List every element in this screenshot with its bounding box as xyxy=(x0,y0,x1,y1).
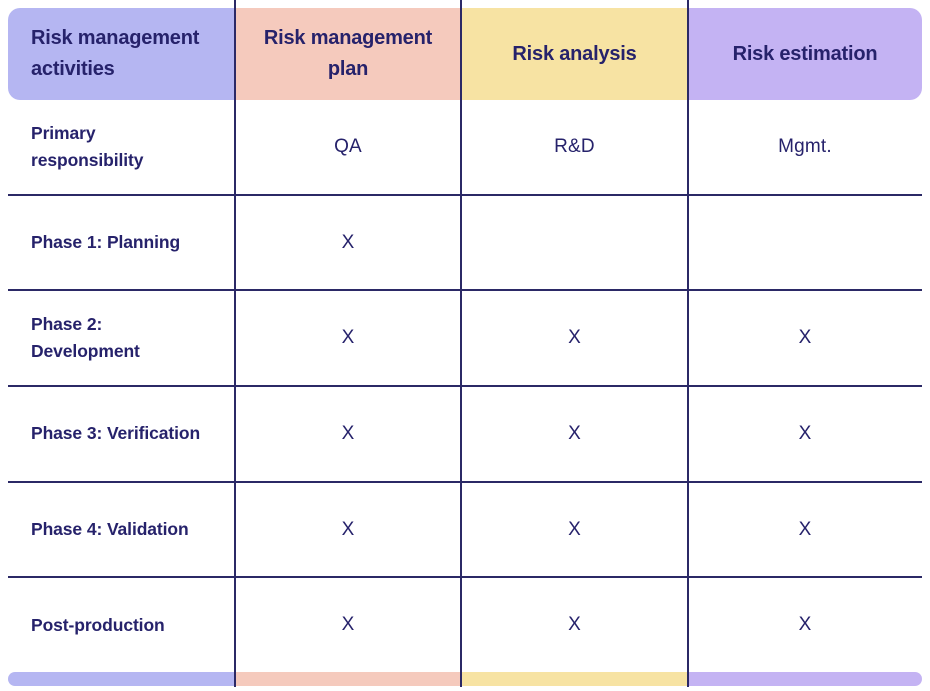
value-cell: X xyxy=(235,387,461,481)
cell-value: X xyxy=(341,422,355,444)
value-cell: X xyxy=(688,578,922,672)
header-cell-2: Risk analysis xyxy=(461,8,688,100)
row-label-cell: Phase 1: Planning xyxy=(8,196,235,290)
value-cell: X xyxy=(688,387,922,481)
table: Risk management activities Risk managemen… xyxy=(8,8,922,686)
value-cell: X xyxy=(235,196,461,290)
cell-value: X xyxy=(568,614,581,636)
table-row: Phase 4: Validation X X X xyxy=(8,483,922,579)
footer-strip-segment-3 xyxy=(688,672,922,686)
value-cell: X xyxy=(461,483,688,577)
value-cell: X xyxy=(688,291,922,385)
row-label: Post-production xyxy=(31,614,165,635)
header-cell-3: Risk estimation xyxy=(688,8,922,100)
header-label: Risk management plan xyxy=(263,27,433,80)
table-row: Phase 2: Development X X X xyxy=(8,291,922,388)
header-label: Risk management activities xyxy=(31,27,200,80)
value-cell: R&D xyxy=(461,100,688,194)
row-label: Phase 1: Planning xyxy=(31,231,181,252)
cell-value: QA xyxy=(334,135,362,157)
cell-value: X xyxy=(341,614,355,636)
table-row: Post-production X X X xyxy=(8,578,922,672)
table-header-row: Risk management activities Risk managemen… xyxy=(8,8,922,100)
column-divider-1 xyxy=(460,0,462,687)
row-label-cell: Phase 2: Development xyxy=(8,291,235,385)
footer-color-strip xyxy=(8,672,922,686)
header-label: Risk analysis xyxy=(512,42,637,65)
footer-strip-segment-0 xyxy=(8,672,235,686)
cell-value: X xyxy=(341,231,355,253)
value-cell: X xyxy=(461,578,688,672)
row-label: Phase 4: Validation xyxy=(31,518,189,539)
table-row: Phase 1: Planning X xyxy=(8,196,922,292)
column-divider-0 xyxy=(234,0,236,687)
row-label: Phase 3: Verification xyxy=(31,423,201,444)
value-cell xyxy=(688,196,922,290)
value-cell: X xyxy=(235,291,461,385)
header-label: Risk estimation xyxy=(732,42,878,65)
row-label-cell: Phase 3: Verification xyxy=(8,387,235,481)
cell-value: X xyxy=(568,518,581,540)
cell-value: X xyxy=(341,327,355,349)
footer-strip-segment-2 xyxy=(461,672,688,686)
cell-value: X xyxy=(341,518,355,540)
column-divider-2 xyxy=(687,0,689,687)
value-cell: X xyxy=(688,483,922,577)
row-label: Primary responsibility xyxy=(31,122,144,170)
table-body: Primary responsibility QA R&D Mgmt. Phase 1:… xyxy=(8,100,922,672)
cell-value: X xyxy=(798,422,812,444)
value-cell: X xyxy=(461,387,688,481)
cell-value: Mgmt. xyxy=(778,135,832,157)
value-cell: X xyxy=(235,483,461,577)
header-cell-1: Risk management plan xyxy=(235,8,461,100)
cell-value: X xyxy=(568,327,581,349)
table-row: Phase 3: Verification X X X xyxy=(8,387,922,483)
value-cell xyxy=(461,196,688,290)
cell-value: X xyxy=(798,614,812,636)
row-label-cell: Primary responsibility xyxy=(8,100,235,194)
row-label: Phase 2: Development xyxy=(31,314,140,362)
value-cell: QA xyxy=(235,100,461,194)
cell-value: X xyxy=(798,518,812,540)
cell-value: R&D xyxy=(554,135,595,157)
value-cell: X xyxy=(461,291,688,385)
row-label-cell: Post-production xyxy=(8,578,235,672)
row-label-cell: Phase 4: Validation xyxy=(8,483,235,577)
value-cell: Mgmt. xyxy=(688,100,922,194)
footer-strip-segment-1 xyxy=(235,672,461,686)
cell-value: X xyxy=(798,327,812,349)
cell-value: X xyxy=(568,422,581,444)
value-cell: X xyxy=(235,578,461,672)
table-row: Primary responsibility QA R&D Mgmt. xyxy=(8,100,922,196)
header-cell-0: Risk management activities xyxy=(8,8,235,100)
